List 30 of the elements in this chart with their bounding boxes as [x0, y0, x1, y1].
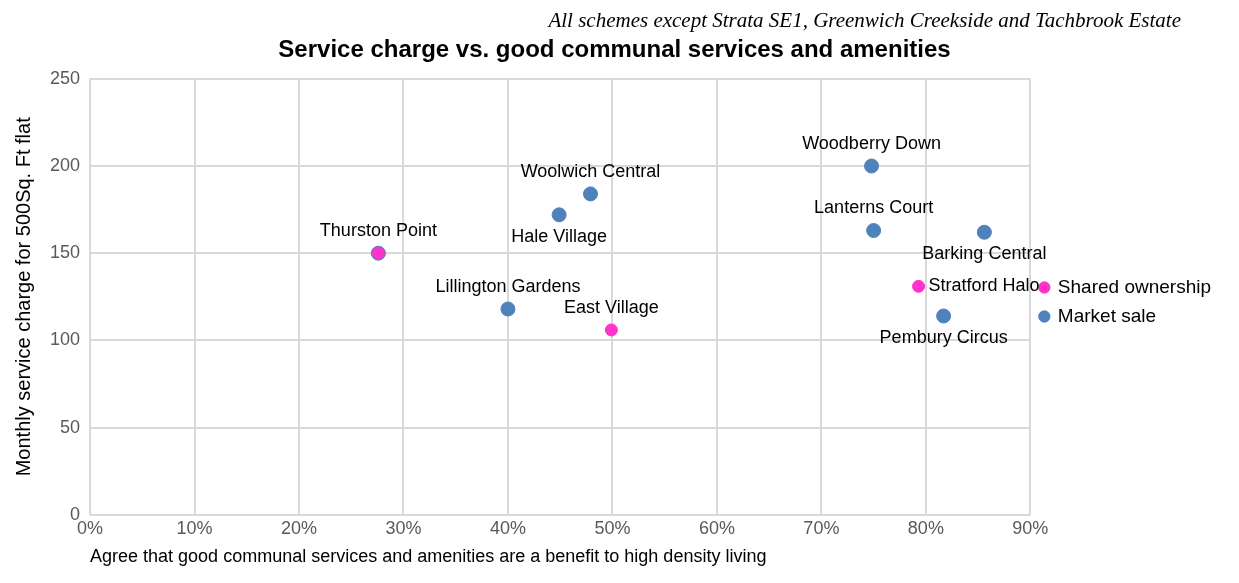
x-tick-label: 50%	[594, 517, 631, 538]
annotation: Thurston Point	[319, 220, 437, 241]
x-tick-label: 30%	[385, 517, 422, 538]
annotation: Lanterns Court	[814, 197, 934, 218]
y-tick-label: 150	[49, 242, 81, 263]
chart-title: Service charge vs. good communal services and amenities	[278, 35, 951, 63]
x-tick-label: 80%	[907, 517, 944, 538]
annotation: Woodberry Down	[802, 132, 941, 153]
legend-label: Market sale	[1057, 304, 1157, 326]
x-tick-label: 20%	[280, 517, 318, 538]
annotation: Barking Central	[922, 243, 1047, 264]
y-tick-label: 50	[60, 416, 81, 437]
x-tick-label: 70%	[803, 517, 840, 538]
x-axis-title: Agree that good communal services and amenities are a benefit to high density living	[90, 546, 767, 567]
y-axis-title: Monthly service charge for 500Sq. Ft flat	[11, 116, 34, 477]
annotation: Woolwich Central	[520, 160, 661, 181]
annotation: Lillington Gardens	[435, 275, 581, 296]
annotation: Hale Village	[511, 225, 608, 246]
x-tick-label: 60%	[698, 517, 735, 538]
chart-subtitle: All schemes except Strata SE1, Greenwich Creekside and Tachbrook Estate	[546, 8, 1182, 32]
x-tick-label: 90%	[1012, 517, 1049, 538]
annotation: Pembury Circus	[879, 326, 1008, 347]
y-tick-label: 250	[49, 67, 81, 88]
y-tick-label: 100	[49, 329, 81, 350]
y-tick-label: 200	[49, 154, 81, 175]
x-tick-label: 10%	[176, 517, 213, 538]
annotation: Stratford Halo	[928, 275, 1040, 296]
x-tick-label: 40%	[489, 517, 526, 538]
annotation: East Village	[564, 296, 659, 317]
legend-label: Shared ownership	[1057, 275, 1212, 297]
